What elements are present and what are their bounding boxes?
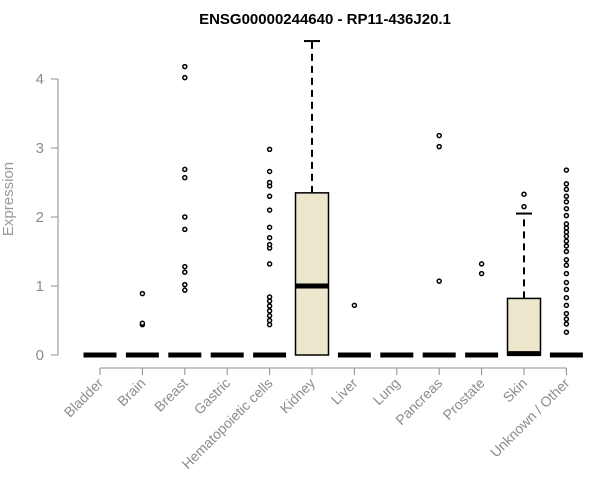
outlier-point <box>563 286 570 293</box>
outlier-point <box>563 186 570 193</box>
outlier-point <box>266 241 273 248</box>
outlier-point <box>563 257 570 263</box>
box-kidney <box>294 40 330 356</box>
box-prostate <box>465 261 499 358</box>
outlier-point <box>563 212 570 219</box>
outlier-point <box>182 287 188 293</box>
outlier-point <box>182 269 188 275</box>
x-tick-label: Unknown / Other <box>487 375 573 461</box>
outlier-point <box>139 290 146 297</box>
outlier-point <box>266 308 273 314</box>
outlier-point <box>563 238 570 244</box>
box-body <box>506 297 542 356</box>
outlier-point <box>351 302 358 309</box>
x-tick-label: Brain <box>114 375 148 409</box>
outlier-point <box>266 317 273 324</box>
outlier-point <box>266 294 273 300</box>
outlier-point <box>563 270 570 277</box>
outlier-point <box>563 310 570 317</box>
box-breast <box>168 63 202 358</box>
x-tick-label: Skin <box>500 375 531 406</box>
x-tick-label: Pancreas <box>392 375 445 428</box>
outlier-point <box>563 248 570 255</box>
y-tick-label: 2 <box>36 209 44 226</box>
outlier-point <box>563 279 570 286</box>
box-skin <box>506 191 542 357</box>
outlier-point <box>182 214 188 220</box>
outlier-point <box>521 191 527 197</box>
x-tick-label: Breast <box>151 375 191 415</box>
chart-title: ENSG00000244640 - RP11-436J20.1 <box>199 11 451 28</box>
outlier-point <box>478 270 485 277</box>
outlier-point <box>266 312 273 319</box>
outlier-point <box>436 278 442 284</box>
outlier-point <box>563 329 570 335</box>
y-tick-label: 0 <box>36 347 44 364</box>
outlier-point <box>182 63 188 70</box>
outlier-point <box>563 321 570 327</box>
outlier-point <box>563 205 570 212</box>
outlier-point <box>563 193 570 200</box>
outlier-point <box>563 316 570 322</box>
outlier-point <box>563 199 570 205</box>
outlier-point <box>563 302 570 309</box>
x-tick-label: Kidney <box>277 375 319 417</box>
outlier-point <box>182 166 188 173</box>
y-axis: 0 1 2 3 4 <box>36 71 59 364</box>
outlier-point <box>266 168 273 175</box>
outlier-point <box>182 174 188 181</box>
box-hematopoietic-cells <box>253 146 287 358</box>
box-body <box>294 192 330 356</box>
x-tick-label: Prostate <box>440 375 488 423</box>
outlier-point <box>266 207 273 213</box>
outlier-point <box>182 281 188 288</box>
outlier-point <box>266 179 273 186</box>
x-tick-label: Bladder <box>61 375 107 421</box>
outlier-point <box>521 203 527 210</box>
y-tick-label: 1 <box>36 278 44 295</box>
y-tick-label: 4 <box>36 71 44 88</box>
outlier-point <box>563 167 570 173</box>
plot-area <box>83 40 583 358</box>
x-tick-label: Liver <box>328 375 361 408</box>
outlier-point <box>563 221 570 227</box>
box-liver <box>337 302 371 358</box>
outlier-point <box>266 224 273 231</box>
box-pancreas <box>422 132 456 358</box>
outlier-point <box>182 74 188 81</box>
outlier-point <box>266 303 273 309</box>
outlier-point <box>266 193 273 200</box>
outlier-point <box>182 263 188 270</box>
y-tick-label: 3 <box>36 140 44 157</box>
outlier-point <box>266 261 273 267</box>
outlier-point <box>436 132 442 139</box>
box-unknown-other <box>549 167 583 358</box>
outlier-point <box>563 262 570 269</box>
outlier-point <box>563 243 570 249</box>
x-tick-label: Lung <box>370 375 403 408</box>
outlier-point <box>563 181 570 187</box>
box-brain <box>125 290 159 358</box>
outlier-point <box>266 234 273 241</box>
outlier-point <box>436 143 442 150</box>
y-axis-label: Expression <box>0 162 17 236</box>
outlier-point <box>266 146 273 153</box>
outlier-point <box>139 320 146 327</box>
outlier-point <box>563 294 570 301</box>
outlier-point <box>478 261 485 267</box>
outlier-point <box>182 226 188 233</box>
